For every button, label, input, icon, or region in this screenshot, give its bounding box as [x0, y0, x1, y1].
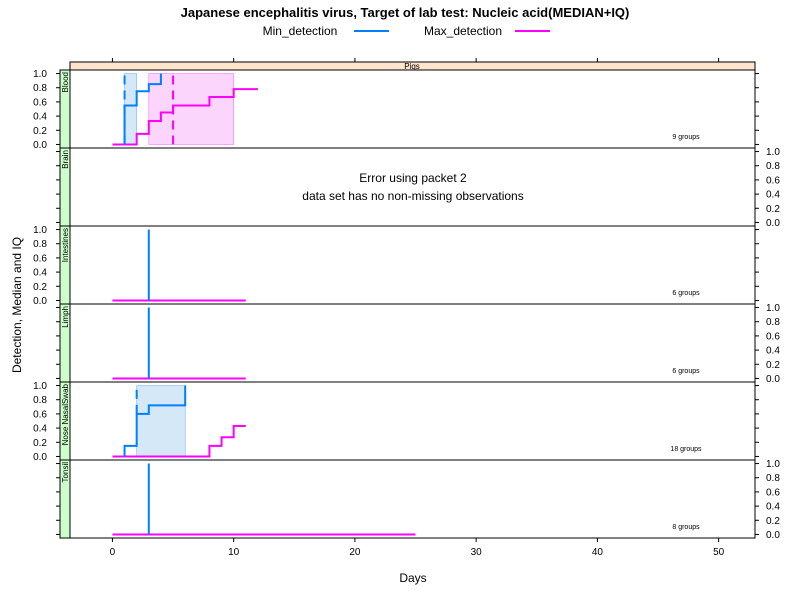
panel-strip-label: Blood: [61, 72, 70, 92]
panel-blood: Blood 9 groups 0.0 0.2 0.4 0.6 0.8 1.0: [33, 69, 759, 151]
y-tick-label: 0.4: [33, 112, 47, 123]
min-iq-box: [124, 73, 137, 145]
min-iq-box: [136, 385, 186, 457]
y-tick-label: 1.0: [33, 69, 47, 80]
y-tick-label: 0.6: [33, 97, 47, 108]
panel-error-text: Error using packet 2: [359, 171, 467, 185]
y-tick-label: 0.0: [33, 452, 47, 463]
panel-error-text: data set has no non-missing observations: [302, 189, 523, 203]
y-tick-label: 0.0: [766, 530, 780, 541]
y-tick-label: 1.0: [766, 303, 780, 314]
y-tick-label: 0.0: [33, 140, 47, 151]
y-tick-label: 0.8: [766, 317, 780, 328]
y-tick-label: 0.0: [766, 218, 780, 229]
y-tick-label: 0.2: [33, 126, 47, 137]
y-tick-label: 0.4: [766, 190, 780, 201]
panel-groups-label: 6 groups: [672, 368, 700, 375]
x-tick-label: 50: [713, 547, 725, 558]
panel-groups-label: 18 groups: [670, 446, 702, 453]
x-tick-label: 30: [471, 547, 483, 558]
panel-groups-label: 8 groups: [672, 524, 700, 531]
y-tick-label: 0.6: [33, 253, 47, 264]
panels-group: Blood 9 groups 0.0 0.2 0.4 0.6 0.8 1.0 Brain Erro…: [33, 69, 780, 541]
legend-label-min: Min_detection: [263, 24, 338, 38]
max-detection-line: [112, 424, 246, 458]
x-tick-label: 0: [110, 547, 116, 558]
panel-intestines: Intestines 6 groups 0.0 0.2 0.4 0.6 0.8 1.0: [33, 225, 759, 307]
y-tick-label: 1.0: [766, 147, 780, 158]
panel-strip-label: Brain: [61, 150, 70, 169]
panel-limph: Limph 6 groups 0.0 0.2 0.4 0.6 0.8 1.0: [56, 303, 780, 385]
x-axis: 0 10 20 30 40 50: [110, 58, 725, 558]
y-tick-label: 0.4: [33, 424, 47, 435]
panel-frame: [69, 459, 756, 539]
y-tick-label: 0.4: [766, 502, 780, 513]
x-tick-label: 20: [349, 547, 361, 558]
y-tick-label: 0.8: [33, 395, 47, 406]
y-tick-label: 0.8: [33, 239, 47, 250]
min-detection-line: [123, 385, 187, 457]
panel-background: [70, 304, 755, 382]
panel-nose-nasalswab: Nose NasalSwab 18 groups 0.0 0.2 0.4 0.6 0.8 1.…: [33, 381, 759, 463]
y-tick-label: 0.6: [33, 409, 47, 420]
y-tick-label: 0.4: [766, 346, 780, 357]
panel-background: [70, 148, 755, 226]
y-tick-label: 0.0: [33, 296, 47, 307]
chart-title: Japanese encephalitis virus, Target of l…: [181, 5, 630, 20]
strip-top-label: Pigs: [404, 62, 420, 71]
legend-label-max: Max_detection: [424, 24, 502, 38]
max-detection-line: [112, 88, 258, 146]
y-tick-label: 0.2: [33, 282, 47, 293]
y-tick-label: 0.8: [33, 83, 47, 94]
y-tick-label: 0.2: [33, 438, 47, 449]
y-tick-label: 0.2: [766, 204, 780, 215]
x-tick-label: 10: [228, 547, 240, 558]
y-tick-label: 0.0: [766, 374, 780, 385]
panel-strip-label: Limph: [61, 306, 70, 328]
panel-tonsil: Tonsil 8 groups 0.0 0.2 0.4 0.6 0.8 1.0: [56, 459, 780, 541]
y-tick-label: 0.2: [766, 360, 780, 371]
y-tick-label: 0.8: [766, 161, 780, 172]
x-axis-label: Days: [399, 571, 426, 585]
panel-groups-label: 9 groups: [672, 134, 700, 141]
y-tick-label: 0.4: [33, 268, 47, 279]
panel-strip-label: Nose NasalSwab: [61, 383, 70, 445]
panel-strip-label: Tonsil: [61, 462, 70, 483]
panel-groups-label: 6 groups: [672, 290, 700, 297]
max-iq-box: [148, 73, 234, 145]
panel-background: [70, 226, 755, 304]
panel-brain: Brain Error using packet 2 data set has no…: [56, 147, 780, 229]
y-tick-label: 0.6: [766, 487, 780, 498]
panel-background: [70, 460, 755, 538]
y-tick-label: 1.0: [33, 381, 47, 392]
x-tick-label: 40: [592, 547, 604, 558]
panel-strip-label: Intestines: [61, 228, 70, 262]
y-tick-label: 1.0: [766, 459, 780, 470]
min-detection-line: [123, 73, 162, 145]
y-tick-label: 0.6: [766, 175, 780, 186]
y-tick-label: 1.0: [33, 225, 47, 236]
y-axis-label: Detection, Median and IQ: [10, 237, 24, 373]
y-tick-label: 0.2: [766, 516, 780, 527]
y-tick-label: 0.8: [766, 473, 780, 484]
legend: Min_detection Max_detection: [263, 24, 550, 38]
y-tick-label: 0.6: [766, 331, 780, 342]
